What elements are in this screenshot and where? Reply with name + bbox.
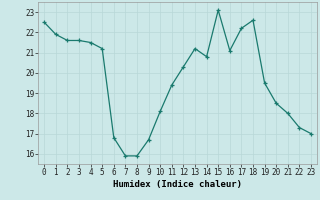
X-axis label: Humidex (Indice chaleur): Humidex (Indice chaleur) — [113, 180, 242, 189]
